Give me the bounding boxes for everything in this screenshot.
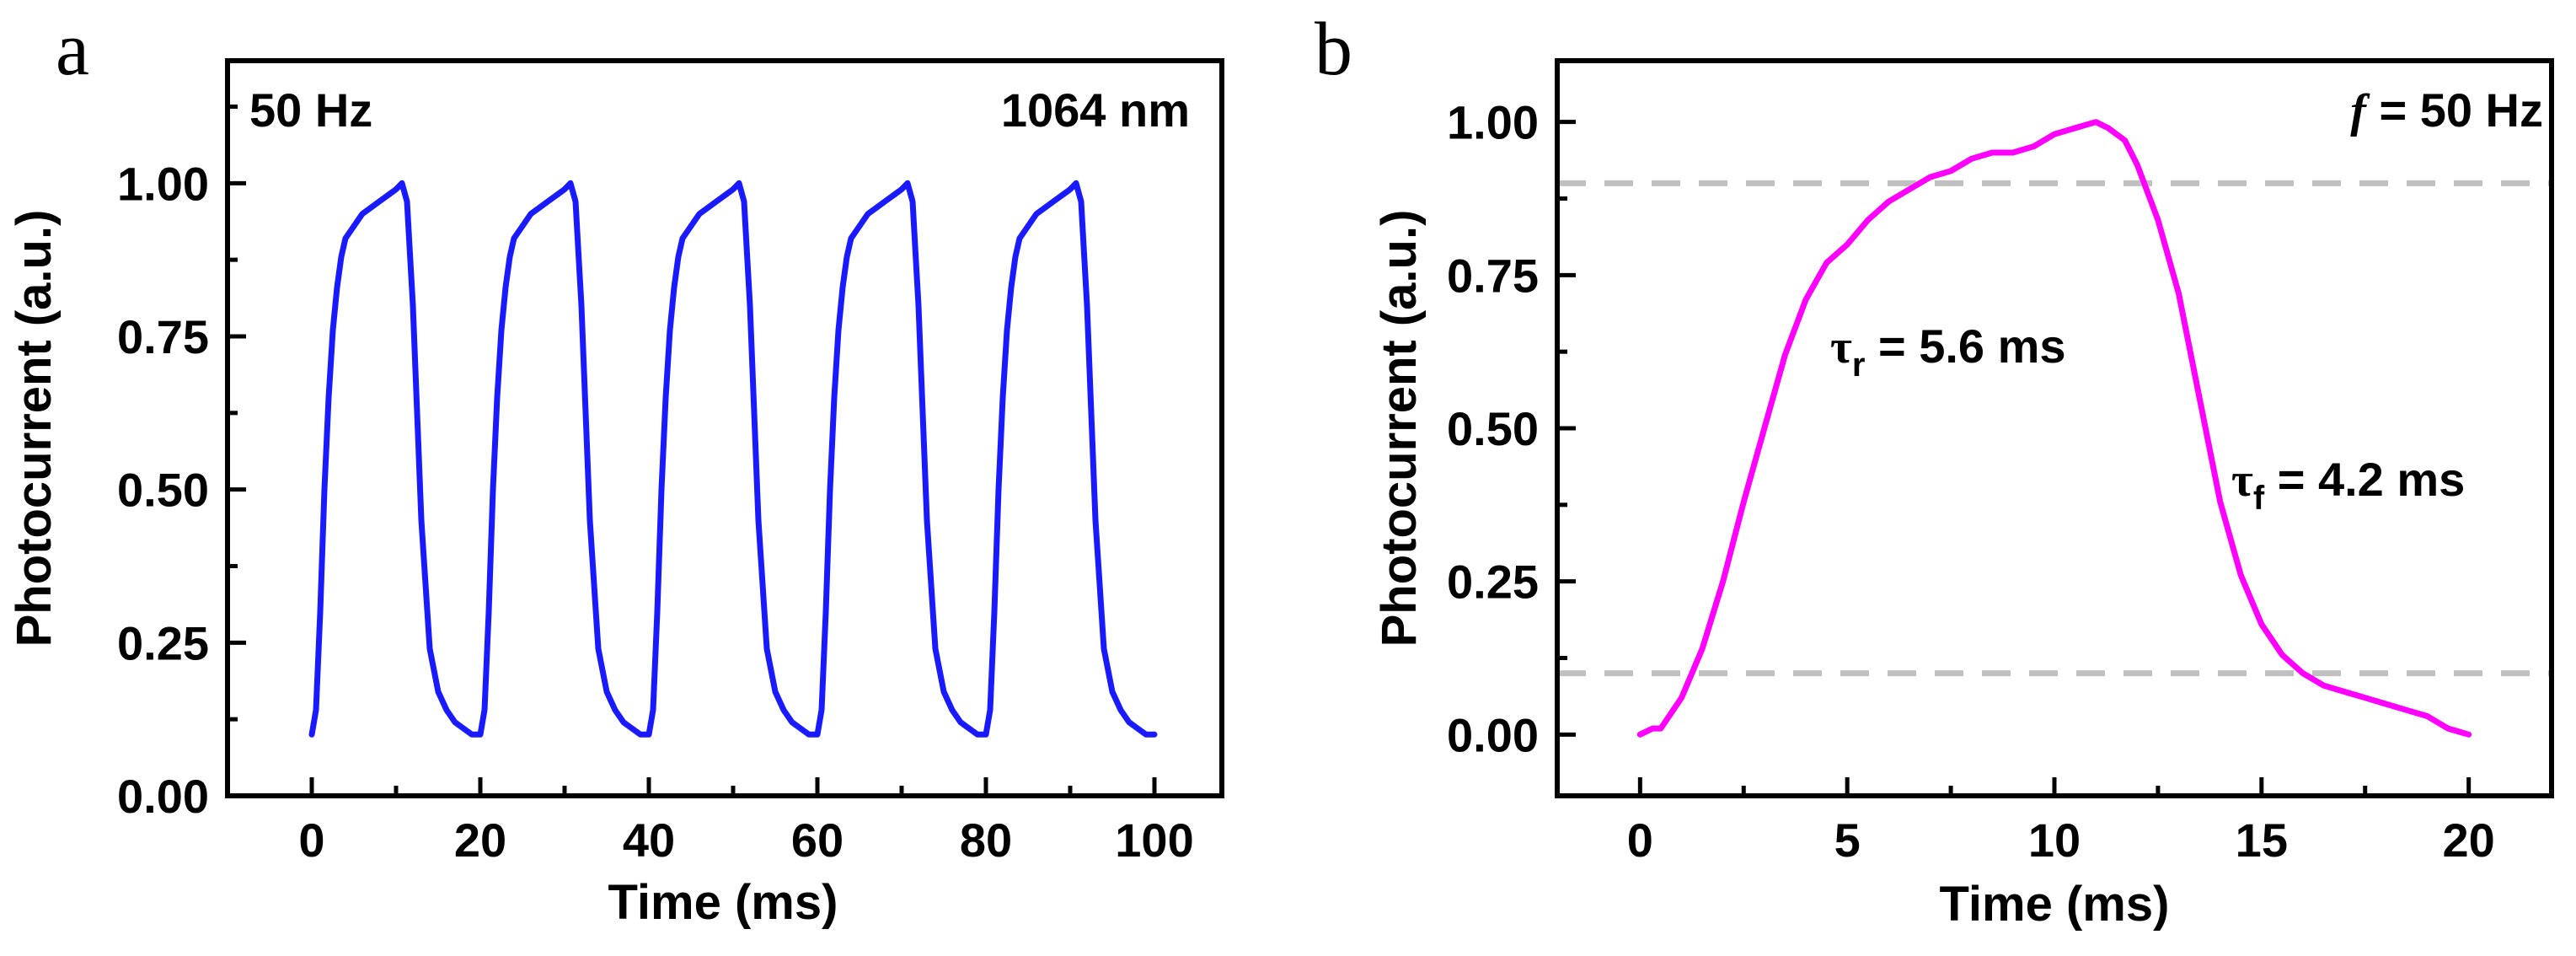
rise-subscript: r [1852, 346, 1866, 384]
panel-b-x-tick-label: 10 [2028, 814, 2081, 867]
panel-b-plot-frame [1555, 58, 2554, 798]
panel-b-fall-time-label: τf = 4.2 ms [2231, 453, 2465, 517]
panel-b-y-tick-label: 0.25 [1447, 556, 1539, 609]
panel-a-y-tick-label: 0.75 [117, 310, 209, 363]
panel-b-x-tick-label: 0 [1627, 814, 1653, 867]
panel-b-rise-time-label: τr = 5.6 ms [1830, 320, 2066, 384]
panel-a-frequency-label: 50 Hz [249, 83, 372, 137]
panel-a-y-axis-title: Photocurrent (a.u.) [7, 210, 62, 647]
panel-b-y-tick-label: 1.00 [1447, 96, 1539, 149]
fall-subscript: f [2253, 480, 2265, 517]
panel-b-x-axis-title: Time (ms) [1940, 877, 2170, 932]
panel-a-x-tick-label: 0 [298, 814, 324, 867]
panel-a-plot-frame [225, 58, 1224, 798]
panel-b-y-tick-label: 0.50 [1447, 402, 1539, 455]
rise-tau-symbol: τ [1830, 321, 1852, 373]
panel-a-x-tick-label: 40 [623, 814, 675, 867]
panel-a: a 0 20 40 60 80 100 0.00 0.25 0.50 0.75 1.00 50 Hz… [7, 8, 1224, 930]
panel-a-tick-labels: 0 20 40 60 80 100 0.00 0.25 0.50 0.75 1.00 [117, 157, 1194, 867]
panel-a-wavelength-label: 1064 nm [1001, 83, 1190, 137]
fall-tau-symbol: τ [2231, 454, 2253, 507]
panel-a-y-tick-label: 1.00 [117, 157, 209, 210]
panel-b-x-tick-label: 20 [2443, 814, 2495, 867]
panel-a-photocurrent-line [308, 180, 1158, 738]
panel-b-y-tick-label: 0.75 [1447, 249, 1539, 302]
panel-b-frequency-label: f = 50 Hz [2350, 83, 2543, 137]
panel-a-y-tick-label: 0.25 [117, 616, 209, 669]
fall-time-value: = 4.2 ms [2264, 453, 2465, 506]
panel-b-x-tick-label: 15 [2236, 814, 2288, 867]
panel-b-tick-labels: 0 5 10 15 20 0.00 0.25 0.50 0.75 1.00 [1447, 96, 2495, 867]
panel-a-x-tick-label: 20 [454, 814, 506, 867]
panel-a-x-tick-label: 80 [960, 814, 1012, 867]
rise-time-value: = 5.6 ms [1865, 320, 2065, 373]
panel-a-letter: a [56, 8, 89, 91]
panel-a-y-tick-label: 0.50 [117, 464, 209, 517]
panel-a-x-axis-title: Time (ms) [608, 875, 838, 930]
panel-a-x-tick-label: 100 [1115, 814, 1193, 867]
panel-b-x-tick-label: 5 [1834, 814, 1861, 867]
frequency-value: = 50 Hz [2366, 83, 2543, 137]
panel-b: b 0 5 10 15 20 0.00 0.25 0.50 0.75 1.00 f = 50 Hz… [1315, 8, 2554, 932]
panel-b-letter: b [1315, 8, 1352, 91]
panel-b-reference-lines [1557, 180, 2552, 677]
panel-a-y-tick-label: 0.00 [117, 770, 209, 823]
panel-a-x-tick-label: 60 [791, 814, 843, 867]
panel-b-y-axis-title: Photocurrent (a.u.) [1372, 210, 1427, 647]
panel-b-photocurrent-line [1636, 119, 2472, 738]
panel-b-y-tick-label: 0.00 [1447, 708, 1539, 761]
